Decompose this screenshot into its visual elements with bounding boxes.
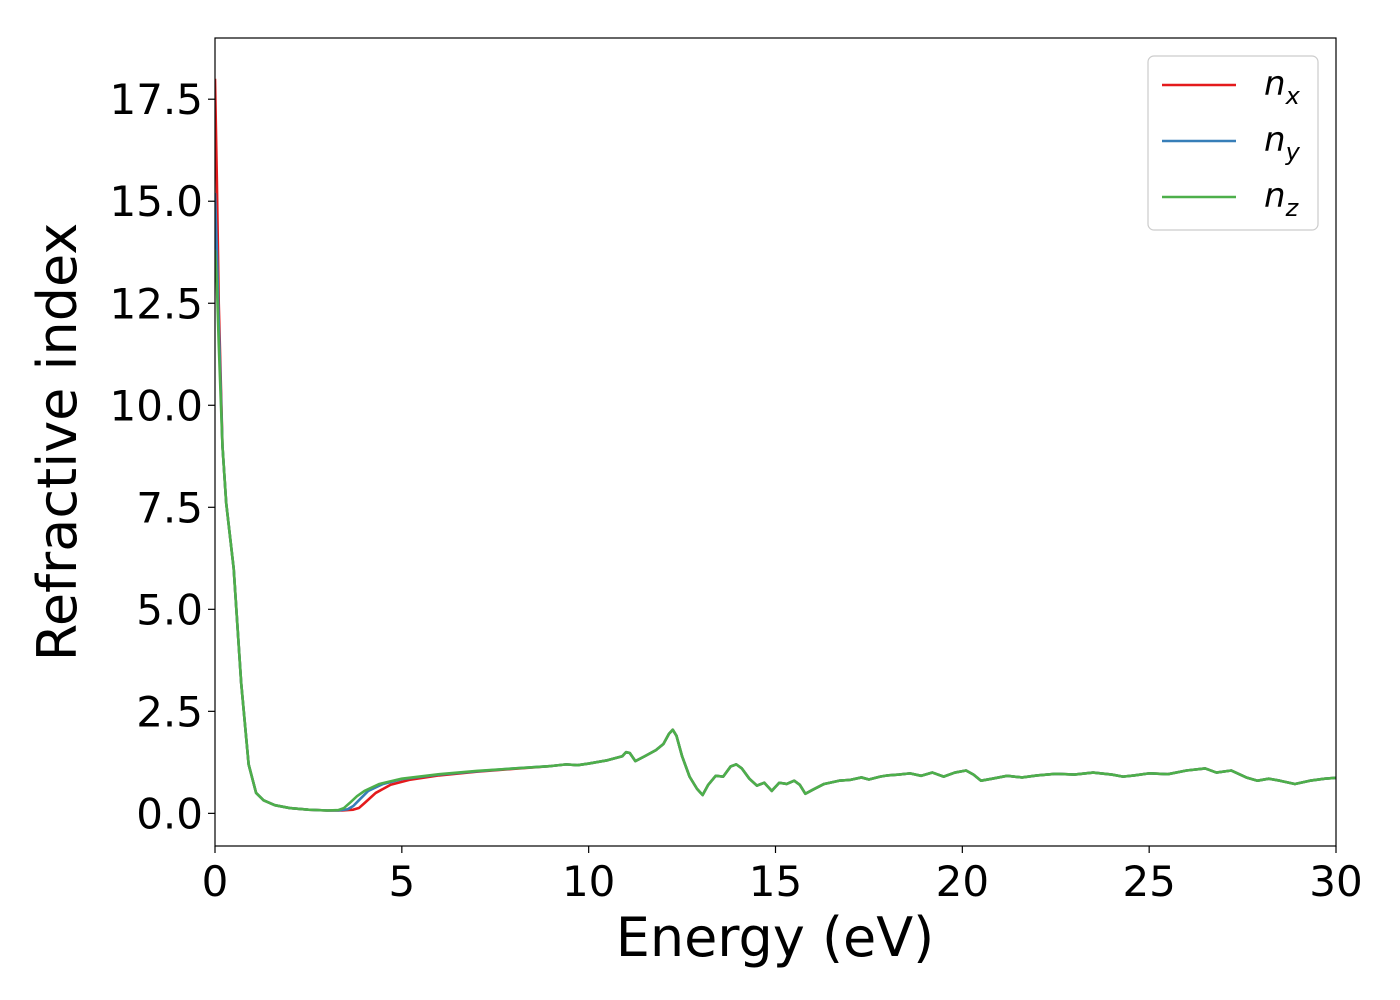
legend-label-subscript: z	[1285, 194, 1300, 222]
x-tick-label: 5	[388, 857, 415, 906]
y-tick-label: 10.0	[109, 381, 203, 430]
legend-label-main: n	[1264, 120, 1286, 160]
legend-frame	[1147, 55, 1319, 231]
series-line-nz	[215, 250, 1336, 812]
y-axis-label: Refractive index	[26, 223, 89, 662]
x-tick-label: 0	[202, 857, 229, 906]
y-axis: 0.0 2.5 5.0 7.5 10.0 12.5 15.0 17.5	[109, 75, 215, 838]
x-tick-label: 25	[1122, 857, 1175, 906]
x-tick-label: 30	[1309, 857, 1362, 906]
x-axis: 0 5 10 15 20 25 30	[202, 846, 1363, 906]
y-tick-label: 5.0	[136, 585, 203, 634]
legend-label-nz: nz	[1264, 176, 1300, 222]
legend-label-main: n	[1264, 176, 1286, 216]
y-tick-label: 0.0	[136, 789, 203, 838]
series-layer	[215, 78, 1336, 812]
y-tick-label: 15.0	[109, 177, 203, 226]
legend-label-ny: ny	[1264, 120, 1301, 166]
x-tick-label: 10	[562, 857, 615, 906]
legend-label-subscript: y	[1285, 138, 1301, 166]
y-tick-label: 17.5	[109, 75, 203, 124]
x-tick-label: 20	[936, 857, 989, 906]
x-axis-label: Energy (eV)	[616, 906, 935, 969]
y-tick-label: 12.5	[109, 279, 203, 328]
legend-label-main: n	[1264, 64, 1286, 104]
y-tick-label: 2.5	[136, 687, 203, 736]
y-tick-label: 7.5	[136, 483, 203, 532]
x-tick-label: 15	[749, 857, 802, 906]
legend-label-nx: nx	[1264, 64, 1301, 110]
legend-label-subscript: x	[1285, 82, 1301, 110]
